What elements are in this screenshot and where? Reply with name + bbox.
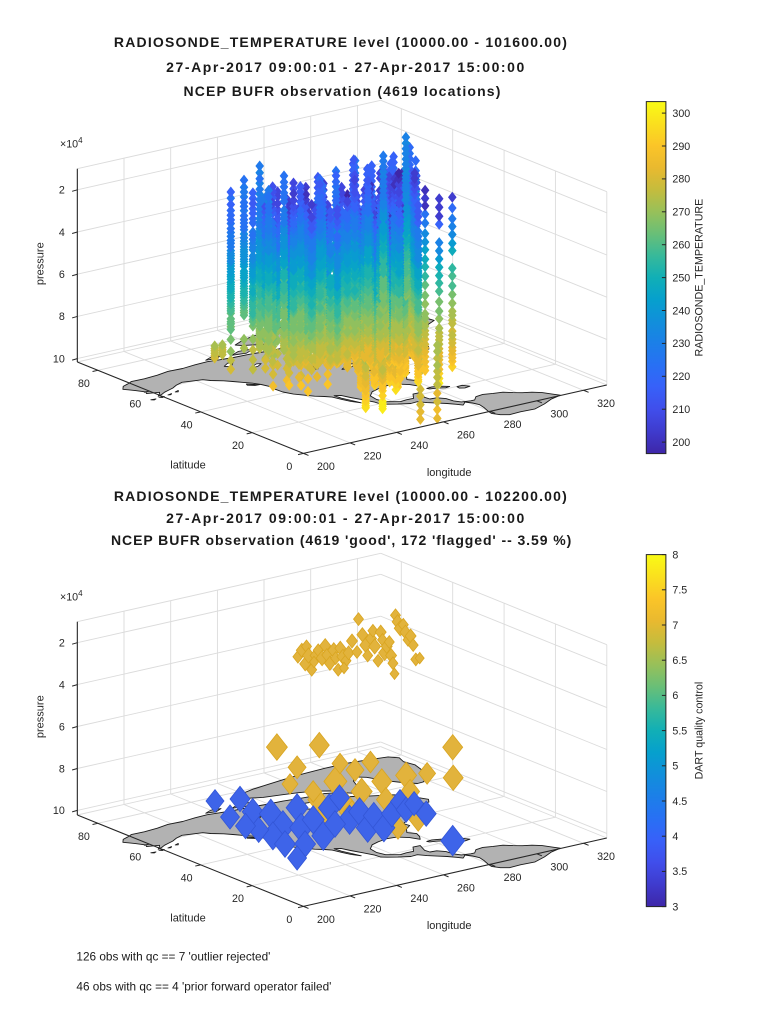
svg-text:40: 40 [181,419,193,431]
svg-text:8: 8 [59,763,65,775]
svg-text:126 obs with qc == 7 'outlier: 126 obs with qc == 7 'outlier rejected' [76,950,270,964]
svg-text:27-Apr-2017 09:00:01 - 27-Apr-: 27-Apr-2017 09:00:01 - 27-Apr-2017 15:00… [166,59,526,75]
svg-text:latitude: latitude [170,912,205,924]
svg-text:27-Apr-2017 09:00:01 - 27-Apr-: 27-Apr-2017 09:00:01 - 27-Apr-2017 15:00… [166,510,526,526]
svg-text:240: 240 [410,893,428,905]
svg-text:6: 6 [59,721,65,733]
svg-text:200: 200 [672,437,690,449]
svg-text:8: 8 [59,311,65,323]
svg-text:0: 0 [286,914,292,926]
svg-text:60: 60 [129,399,141,411]
svg-text:DART quality control: DART quality control [694,682,706,780]
svg-text:0: 0 [286,461,292,473]
svg-text:40: 40 [181,872,193,884]
svg-text:longitude: longitude [427,920,472,932]
svg-text:260: 260 [672,240,690,252]
svg-text:280: 280 [672,174,690,186]
svg-text:×104: ×104 [60,589,83,604]
svg-text:230: 230 [672,338,690,350]
svg-text:280: 280 [504,872,522,884]
svg-text:pressure: pressure [35,695,47,738]
svg-text:20: 20 [232,893,244,905]
svg-text:2: 2 [59,638,65,650]
svg-text:NCEP BUFR observation (4619 'g: NCEP BUFR observation (4619 'good', 172 … [111,532,572,548]
svg-text:10: 10 [53,805,65,817]
svg-text:7: 7 [672,620,678,632]
svg-text:300: 300 [672,108,690,120]
svg-text:260: 260 [457,883,475,895]
svg-text:pressure: pressure [35,242,47,285]
svg-text:4: 4 [672,831,678,843]
svg-text:320: 320 [597,851,615,863]
svg-text:5.5: 5.5 [672,725,687,737]
svg-text:240: 240 [672,305,690,317]
svg-text:RADIOSONDE_TEMPERATURE level (: RADIOSONDE_TEMPERATURE level (10000.00 -… [114,34,568,50]
svg-text:7.5: 7.5 [672,585,687,597]
svg-text:220: 220 [672,371,690,383]
svg-text:80: 80 [78,378,90,390]
svg-text:240: 240 [410,440,428,452]
svg-text:3.5: 3.5 [672,866,687,878]
svg-text:200: 200 [317,914,335,926]
svg-text:NCEP BUFR observation (4619 lo: NCEP BUFR observation (4619 locations) [183,83,501,99]
svg-text:320: 320 [597,398,615,410]
svg-text:80: 80 [78,831,90,843]
svg-text:RADIOSONDE_TEMPERATURE: RADIOSONDE_TEMPERATURE [694,199,706,357]
svg-text:6: 6 [59,269,65,281]
svg-text:×104: ×104 [60,136,83,151]
svg-text:2: 2 [59,185,65,197]
svg-text:20: 20 [232,440,244,452]
svg-text:6: 6 [672,690,678,702]
svg-text:300: 300 [550,409,568,421]
svg-text:8: 8 [672,549,678,561]
svg-text:3: 3 [672,901,678,913]
svg-text:260: 260 [457,430,475,442]
svg-text:60: 60 [129,852,141,864]
svg-text:5: 5 [672,761,678,773]
svg-text:300: 300 [550,862,568,874]
svg-text:RADIOSONDE_TEMPERATURE level (: RADIOSONDE_TEMPERATURE level (10000.00 -… [114,488,568,504]
svg-text:200: 200 [317,461,335,473]
svg-text:280: 280 [504,419,522,431]
svg-text:220: 220 [364,451,382,463]
svg-text:210: 210 [672,404,690,416]
svg-text:4: 4 [59,227,65,239]
svg-text:6.5: 6.5 [672,655,687,667]
svg-text:46 obs with qc == 4 'prior for: 46 obs with qc == 4 'prior forward opera… [76,980,331,994]
svg-text:4: 4 [59,679,65,691]
svg-text:4.5: 4.5 [672,796,687,808]
svg-text:10: 10 [53,353,65,365]
svg-text:longitude: longitude [427,467,472,479]
svg-text:250: 250 [672,272,690,284]
svg-text:270: 270 [672,207,690,219]
svg-text:290: 290 [672,141,690,153]
svg-text:latitude: latitude [170,459,205,471]
svg-text:220: 220 [364,904,382,916]
